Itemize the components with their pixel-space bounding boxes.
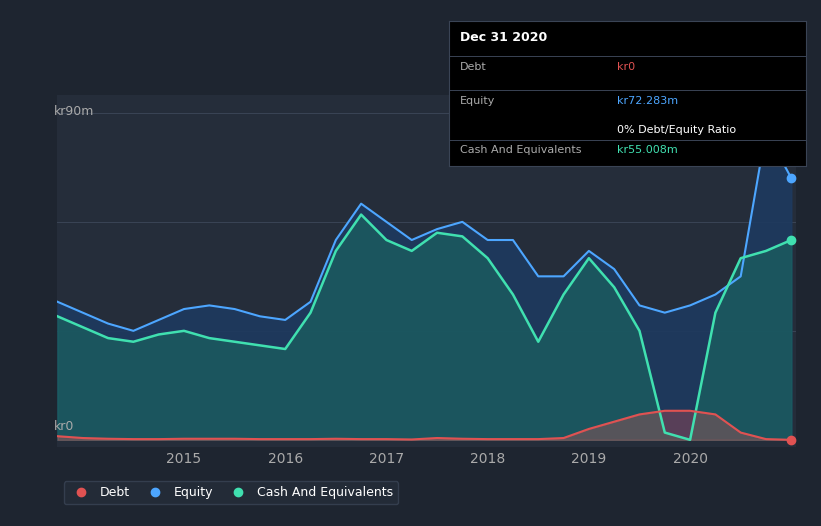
Text: Dec 31 2020: Dec 31 2020 (460, 31, 547, 44)
Text: kr90m: kr90m (54, 105, 94, 118)
Text: Equity: Equity (460, 96, 495, 106)
Text: kr55.008m: kr55.008m (617, 145, 677, 156)
Text: 0% Debt/Equity Ratio: 0% Debt/Equity Ratio (617, 125, 736, 135)
Text: kr0: kr0 (54, 420, 74, 433)
Text: kr0: kr0 (617, 62, 635, 72)
Legend: Debt, Equity, Cash And Equivalents: Debt, Equity, Cash And Equivalents (64, 481, 398, 504)
Text: Cash And Equivalents: Cash And Equivalents (460, 145, 581, 156)
Text: Debt: Debt (460, 62, 487, 72)
Text: kr72.283m: kr72.283m (617, 96, 678, 106)
